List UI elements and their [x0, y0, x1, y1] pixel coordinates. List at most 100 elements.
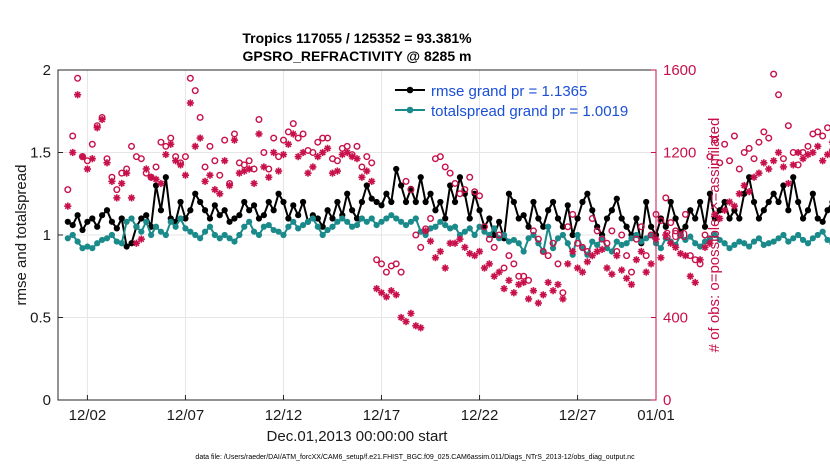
data-point: [750, 238, 758, 245]
data-point: [422, 198, 429, 206]
obs-assimilated-point-stroke: [716, 215, 723, 222]
data-point: [368, 215, 375, 222]
obs-possible-point: [529, 227, 537, 235]
data-point: [643, 198, 650, 206]
data-point: [608, 207, 615, 214]
obs-assimilated-point-stroke: [138, 236, 145, 243]
obs-assimilated-point: [304, 169, 312, 177]
data-point: [187, 207, 194, 214]
data-point: [128, 240, 135, 247]
data-point: [113, 225, 120, 232]
data-point: [187, 228, 194, 235]
obs-assimilated-point-stroke: [221, 157, 228, 164]
y-right-tick-label: 0: [663, 392, 671, 409]
obs-assimilated-point-stroke: [500, 285, 508, 292]
data-point: [819, 218, 826, 225]
obs-assimilated-point-stroke: [471, 252, 478, 259]
obs-assimilated-point-stroke: [476, 248, 483, 255]
data-point: [216, 235, 223, 242]
data-point: [682, 223, 689, 230]
obs-assimilated-point-stroke: [353, 155, 361, 162]
data-point: [574, 231, 581, 239]
data-point: [427, 190, 434, 197]
data-point: [643, 235, 650, 242]
obs-possible-point: [730, 132, 738, 140]
obs-assimilated-point: [647, 260, 655, 268]
obs-possible-point: [378, 260, 386, 268]
obs-assimilated-point: [755, 169, 763, 177]
obs-possible-point: [623, 252, 631, 260]
data-point: [69, 222, 76, 229]
obs-possible-point: [657, 217, 665, 225]
obs-assimilated-point: [539, 291, 547, 299]
obs-assimilated-point-stroke: [677, 250, 684, 257]
data-point: [344, 190, 351, 197]
obs-possible-point: [480, 223, 488, 231]
data-point: [123, 243, 130, 250]
obs-assimilated-point: [608, 270, 616, 278]
obs-assimilated-point: [672, 243, 680, 251]
obs-assimilated-point: [622, 274, 631, 282]
obs-assimilated-point: [716, 214, 724, 223]
obs-assimilated-point-stroke: [226, 182, 233, 189]
data-point: [402, 222, 410, 229]
obs-assimilated-point-stroke: [358, 174, 366, 181]
obs-assimilated-point-stroke: [672, 244, 679, 251]
obs-assimilated-point: [789, 161, 797, 169]
obs-assimilated-point-stroke: [697, 256, 704, 263]
obs-possible-point: [402, 177, 410, 185]
obs-possible-point: [804, 142, 812, 150]
obs-assimilated-point: [451, 239, 459, 247]
obs-assimilated-point: [142, 165, 150, 173]
data-point: [770, 190, 777, 197]
obs-assimilated-point: [353, 155, 361, 163]
obs-assimilated-point: [632, 256, 640, 264]
obs-assimilated-point-stroke: [647, 260, 655, 267]
obs-assimilated-point: [279, 150, 288, 159]
obs-assimilated-point-stroke: [187, 99, 194, 107]
data-point: [270, 207, 277, 214]
data-point: [167, 218, 174, 225]
data-point: [540, 223, 547, 230]
obs-possible-point: [74, 74, 82, 82]
obs-assimilated-point: [779, 163, 788, 171]
data-point: [814, 215, 821, 222]
y-right-tick-label: 800: [663, 227, 688, 244]
data-point: [804, 207, 812, 214]
obs-possible-point: [294, 134, 302, 142]
data-point: [241, 223, 248, 230]
data-point: [540, 248, 547, 255]
data-point: [295, 225, 302, 232]
obs-assimilated-point-stroke: [388, 287, 395, 294]
obs-assimilated-point: [132, 239, 141, 247]
obs-assimilated-point: [500, 285, 508, 293]
obs-assimilated-point-stroke: [559, 295, 566, 303]
obs-assimilated-point-stroke: [103, 159, 111, 166]
obs-assimilated-point-stroke: [299, 149, 307, 156]
data-point: [280, 198, 287, 206]
data-point: [216, 212, 223, 219]
obs-assimilated-point-stroke: [795, 149, 802, 156]
obs-assimilated-point-stroke: [755, 170, 763, 177]
data-point: [721, 240, 728, 247]
obs-assimilated-point: [186, 99, 194, 107]
obs-possible-point: [221, 136, 229, 144]
obs-assimilated-point: [613, 252, 621, 260]
obs-assimilated-point-stroke: [706, 240, 714, 247]
obs-assimilated-point-stroke: [69, 149, 76, 156]
obs-possible-point: [446, 169, 454, 177]
data-point: [589, 238, 596, 245]
obs-assimilated-point: [799, 155, 807, 163]
data-point: [94, 223, 101, 230]
obs-assimilated-point: [446, 239, 454, 247]
obs-possible-point: [485, 235, 493, 243]
obs-assimilated-point: [618, 266, 626, 274]
obs-assimilated-point-stroke: [412, 322, 419, 329]
data-file-footnote: data file: /Users/raeder/DAI/ATM_forcXX/…: [195, 454, 635, 461]
obs-assimilated-point-stroke: [162, 151, 169, 158]
obs-assimilated-point-stroke: [295, 153, 302, 160]
obs-assimilated-point: [520, 278, 528, 287]
obs-possible-point: [299, 130, 307, 138]
obs-assimilated-point: [343, 148, 351, 157]
